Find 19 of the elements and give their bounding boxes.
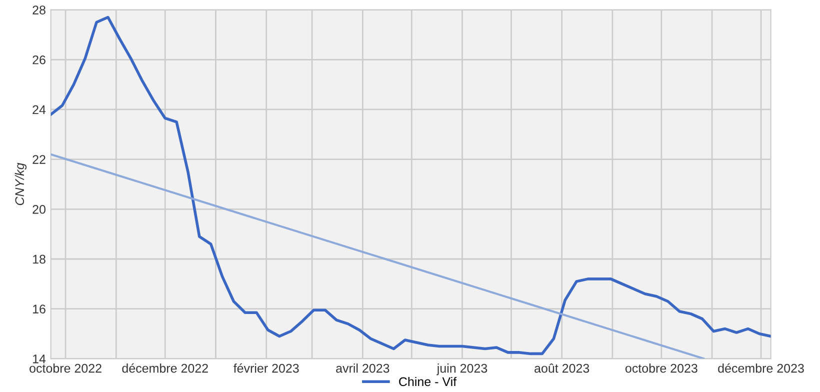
x-tick-label: juin 2023 (436, 364, 488, 376)
y-tick-label: 26 (32, 55, 46, 64)
y-tick-label: 22 (32, 155, 46, 164)
line-series (50, 16, 771, 356)
x-tick-label: décembre 2022 (122, 363, 208, 373)
y-tick-label: 16 (33, 304, 46, 314)
x-tick-label: octobre 2022 (30, 364, 102, 373)
y-tick-label: 28 (32, 6, 46, 14)
x-tick-label: février 2023 (234, 363, 299, 373)
legend-label: Chine - Vif (399, 376, 457, 386)
y-tick-label: 20 (32, 204, 46, 214)
y-axis-title: CNY/kg (14, 162, 27, 206)
x-tick-label: octobre 2023 (625, 364, 698, 373)
x-tick-label: avril 2023 (336, 364, 390, 373)
y-tick-label: 14 (33, 354, 46, 364)
y-tick-label: 18 (33, 254, 46, 264)
y-tick-label: 24 (32, 105, 46, 114)
x-tick-label: août 2023 (534, 364, 590, 373)
x-tick-label: décembre 2023 (718, 363, 804, 373)
